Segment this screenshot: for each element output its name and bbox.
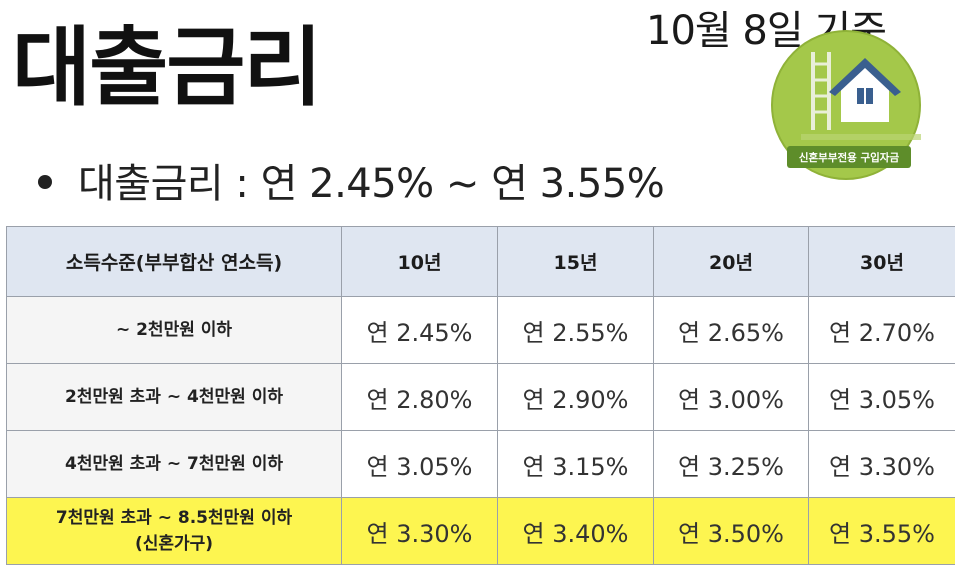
- logo-text: 신혼부부전용 구입자금: [799, 151, 900, 164]
- rate-cell: 연 2.90%: [497, 363, 654, 431]
- rate-cell: 연 2.55%: [497, 296, 654, 364]
- table-row: 4천만원 초과 ~ 7천만원 이하 연 3.05% 연 3.15% 연 3.25…: [6, 430, 955, 498]
- header-20y: 20년: [653, 226, 809, 297]
- income-label: ~ 2천만원 이하: [6, 296, 342, 364]
- rate-summary-text: 대출금리 : 연 2.45% ~ 연 3.55%: [78, 161, 665, 207]
- table-row-highlighted: 7천만원 초과 ~ 8.5천만원 이하 (신혼가구) 연 3.30% 연 3.4…: [6, 497, 955, 565]
- rate-cell: 연 2.70%: [808, 296, 955, 364]
- rate-cell: 연 3.55%: [808, 497, 955, 565]
- bullet-icon: [38, 175, 52, 189]
- rate-cell: 연 3.05%: [808, 363, 955, 431]
- page-title: 대출금리: [12, 18, 322, 118]
- rate-cell: 연 3.30%: [808, 430, 955, 498]
- header-30y: 30년: [808, 226, 955, 297]
- header-10y: 10년: [341, 226, 498, 297]
- header-income: 소득수준(부부합산 연소득): [6, 226, 342, 297]
- income-label: 2천만원 초과 ~ 4천만원 이하: [6, 363, 342, 431]
- rate-cell: 연 3.25%: [653, 430, 809, 498]
- rate-cell: 연 3.40%: [497, 497, 654, 565]
- rate-table: 소득수준(부부합산 연소득) 10년 15년 20년 30년 ~ 2천만원 이하…: [6, 226, 955, 565]
- table-header-row: 소득수준(부부합산 연소득) 10년 15년 20년 30년: [6, 226, 955, 297]
- rate-cell: 연 3.05%: [341, 430, 498, 498]
- rate-cell: 연 3.50%: [653, 497, 809, 565]
- rate-cell: 연 3.15%: [497, 430, 654, 498]
- rate-cell: 연 3.30%: [341, 497, 498, 565]
- income-label: 4천만원 초과 ~ 7천만원 이하: [6, 430, 342, 498]
- income-label-line1: 7천만원 초과 ~ 8.5천만원 이하: [55, 508, 293, 528]
- header-15y: 15년: [497, 226, 654, 297]
- house-ladder-icon: 신혼부부전용 구입자금: [771, 30, 921, 180]
- table-row: ~ 2천만원 이하 연 2.45% 연 2.55% 연 2.65% 연 2.70…: [6, 296, 955, 364]
- income-label: 7천만원 초과 ~ 8.5천만원 이하 (신혼가구): [6, 497, 342, 565]
- table-row: 2천만원 초과 ~ 4천만원 이하 연 2.80% 연 2.90% 연 3.00…: [6, 363, 955, 431]
- rate-cell: 연 2.45%: [341, 296, 498, 364]
- rate-summary: 대출금리 : 연 2.45% ~ 연 3.55%: [38, 158, 665, 210]
- rate-cell: 연 2.65%: [653, 296, 809, 364]
- rate-cell: 연 3.00%: [653, 363, 809, 431]
- rate-cell: 연 2.80%: [341, 363, 498, 431]
- income-label-line2: (신혼가구): [134, 534, 214, 554]
